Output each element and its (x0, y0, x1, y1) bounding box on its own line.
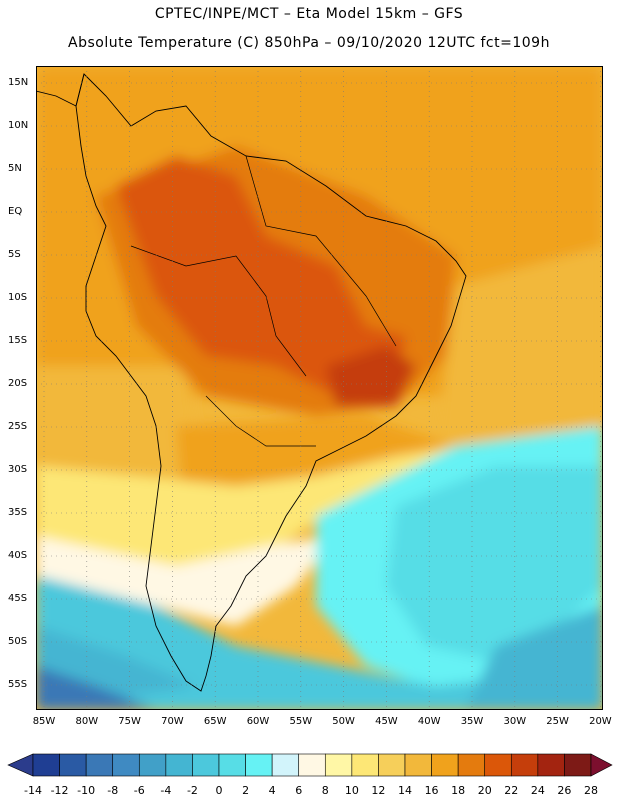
lon-tick-label: 20W (589, 716, 612, 727)
patagonia-cool (36, 536, 336, 626)
lat-tick-label: 10N (8, 120, 29, 131)
temperature-map (36, 66, 603, 710)
atlantic-mid-field (436, 246, 603, 446)
colorbar-tick-label: -2 (186, 784, 198, 797)
lat-tick-label: 45S (8, 593, 28, 604)
colorbar-tick-label: 8 (321, 784, 329, 797)
colorbar-tick-label: 14 (398, 784, 412, 797)
colorbar-tick-label: -4 (160, 784, 172, 797)
lon-tick-label: 50W (332, 716, 355, 727)
lon-tick-label: 30W (503, 716, 527, 727)
colorbar (7, 753, 613, 777)
lat-tick-label: 20S (8, 378, 28, 389)
lon-tick-label: 25W (546, 716, 569, 727)
chart-title: CPTEC/INPE/MCT – Eta Model 15km – GFS (154, 6, 464, 22)
border-line (205, 395, 316, 447)
lat-tick-label: 40S (8, 550, 28, 561)
colorbar-swatch (510, 753, 539, 777)
colorbar-swatch (378, 753, 406, 777)
colorbar-swatch (351, 753, 379, 777)
lat-tick-label: 15S (8, 335, 28, 346)
lat-tick-label: 10S (8, 292, 28, 303)
lon-tick-label: 45W (375, 716, 398, 727)
colorbar-swatch (457, 753, 486, 777)
colorbar-tick-label: 6 (295, 784, 303, 797)
colorbar-over-arrow (590, 753, 613, 777)
colorbar-tick-label: -14 (24, 784, 42, 797)
colorbar-tick-label: 20 (477, 784, 492, 797)
southeast-cold (466, 606, 603, 710)
colorbar-swatch (165, 753, 193, 777)
colorbar-swatch (59, 753, 87, 777)
lon-tick-label: 60W (246, 716, 270, 727)
colorbar-swatch (138, 753, 167, 777)
border-line (130, 245, 307, 377)
chart-subtitle: Absolute Temperature (C) 850hPa – 09/10/… (68, 35, 550, 51)
colorbar-tick-label: -8 (107, 784, 119, 797)
colorbar-swatch (324, 753, 353, 777)
lat-tick-label: 15N (8, 77, 29, 88)
lon-tick-label: 40W (417, 716, 441, 727)
lat-tick-label: 55S (8, 679, 28, 690)
colorbar-under-arrow (7, 753, 34, 777)
colorbar-swatch (298, 753, 326, 777)
colorbar-tick-label: 26 (557, 784, 572, 797)
colorbar-swatch (85, 753, 114, 777)
colorbar-tick-label: -6 (133, 784, 145, 797)
lon-tick-label: 80W (75, 716, 99, 727)
lat-tick-label: 50S (8, 636, 28, 647)
colorbar-tick-label: 0 (215, 784, 223, 797)
colorbar-tick-label: -12 (50, 784, 69, 797)
colorbar-tick-label: -10 (77, 784, 96, 797)
lat-tick-label: EQ (8, 206, 23, 217)
lat-tick-label: 25S (8, 421, 28, 432)
colorbar-tick-label: 4 (268, 784, 276, 797)
colorbar-swatch (484, 753, 512, 777)
colorbar-swatch (245, 753, 273, 777)
colorbar-swatch (404, 753, 432, 777)
colorbar-tick-label: 28 (584, 784, 598, 797)
colorbar-swatch (32, 753, 60, 777)
colorbar-swatch (564, 753, 592, 777)
lon-tick-label: 70W (161, 716, 184, 727)
colorbar-swatch (431, 753, 459, 777)
map-frame (36, 66, 603, 710)
colorbar-tick-label: 22 (504, 784, 519, 797)
colorbar-tick-label: 10 (344, 784, 359, 797)
lat-tick-label: 5S (8, 249, 21, 260)
colorbar-swatch (112, 753, 140, 777)
lon-tick-label: 75W (118, 716, 141, 727)
map-panel (36, 66, 603, 710)
lat-tick-label: 5N (8, 163, 22, 174)
southern-ocean-cold (36, 576, 603, 710)
colorbar-tick-label: 18 (451, 784, 466, 797)
yellow-band (36, 426, 603, 586)
south-america-outline (75, 73, 467, 692)
colorbar-tick-label: 16 (424, 784, 439, 797)
deep-cold-corner (36, 666, 156, 710)
colorbar-swatch (218, 753, 246, 777)
andes-hot-band (116, 156, 406, 396)
lat-tick-label: 35S (8, 507, 28, 518)
lon-tick-label: 65W (203, 716, 227, 727)
central-america-outline (36, 73, 85, 107)
south-atlantic-core (386, 466, 603, 666)
colorbar-swatch (537, 753, 565, 777)
lat-tick-label: 30S (8, 464, 28, 475)
lon-tick-label: 35W (460, 716, 484, 727)
colorbar-swatch (192, 753, 220, 777)
lon-tick-label: 55W (289, 716, 313, 727)
colorbar-tick-label: 12 (371, 784, 386, 797)
border-line (245, 155, 397, 347)
brazil-southeast-hot (326, 346, 416, 406)
colorbar-tick-label: 24 (530, 784, 545, 797)
lon-tick-label: 85W (32, 716, 56, 727)
colorbar-tick-label: 2 (242, 784, 250, 797)
colorbar-swatch (271, 753, 300, 777)
